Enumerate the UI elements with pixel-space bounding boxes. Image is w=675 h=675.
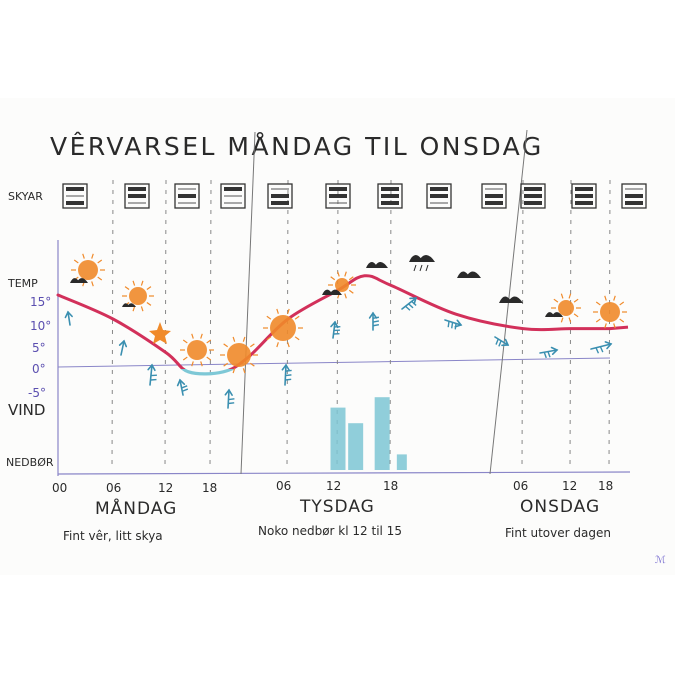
day-note-wednesday: Fint utover dagen xyxy=(505,526,611,540)
sun-icon xyxy=(593,295,627,329)
cloud-icon xyxy=(122,303,136,307)
wind-arrow-icon xyxy=(176,378,189,396)
grid-mon-12 xyxy=(164,179,167,471)
cloud-cover-box xyxy=(426,183,452,209)
grid-wed-12 xyxy=(569,179,572,471)
precip-bar xyxy=(330,407,346,470)
wind-arrow-icon xyxy=(64,310,73,326)
cloud-cover-box xyxy=(174,183,200,209)
temp-line-above-zero xyxy=(56,274,612,369)
wind-arrow-icon xyxy=(147,363,157,386)
sun-icon xyxy=(180,333,214,367)
sun-icon xyxy=(220,336,258,374)
wind-arrow-icon xyxy=(494,336,510,347)
wind-arrow-icon xyxy=(368,311,380,331)
wind-arrow-icon xyxy=(330,320,341,339)
row-label-skyar: SKYAR xyxy=(8,190,43,203)
cloud-cover-box xyxy=(481,183,507,209)
temp-tick-minus5: -5° xyxy=(28,386,46,400)
day-divider-tuesday xyxy=(240,131,256,475)
precip-bar xyxy=(374,397,390,470)
hour-tick-tue-12: 12 xyxy=(326,479,341,493)
cloud-cover-box xyxy=(520,183,546,209)
grid-mon-06 xyxy=(111,179,114,471)
hour-tick-tue-18: 18 xyxy=(383,479,398,493)
grid-tue-06 xyxy=(286,179,289,471)
hour-tick-mon-18: 18 xyxy=(202,481,217,495)
grid-tue-18 xyxy=(389,179,392,471)
row-label-temp: TEMP xyxy=(7,277,38,290)
precip-bar xyxy=(348,423,364,470)
grid-wed-18 xyxy=(608,179,611,471)
hour-tick-mon-06: 06 xyxy=(106,481,121,495)
temp-tick-15: 15° xyxy=(30,295,51,309)
sun-icon xyxy=(263,308,303,348)
chart-title: VÊRVARSEL MÅNDAG TIL ONSDAG xyxy=(50,132,544,161)
cloud-cover-box xyxy=(220,183,246,209)
sun-icon xyxy=(149,322,171,344)
grid-mon-18 xyxy=(209,179,212,471)
hour-tick-tue-06: 06 xyxy=(276,479,291,493)
grid-wed-06 xyxy=(521,179,524,471)
cloud-cover-box xyxy=(571,183,597,209)
wind-arrow-icon xyxy=(118,339,128,356)
precip-bar xyxy=(396,454,407,470)
wind-arrow-icon xyxy=(444,319,463,330)
wind-arrow-icon xyxy=(224,388,235,409)
day-note-monday: Fint vêr, litt skya xyxy=(63,529,163,543)
cloud-cover-box xyxy=(325,183,351,209)
cloud-cover-row xyxy=(62,183,647,209)
temp-tick-5: 5° xyxy=(32,341,46,355)
signature-mark: ℳ xyxy=(655,555,666,566)
wind-arrow-icon xyxy=(590,341,613,354)
hour-tick-mon-00: 00 xyxy=(52,481,67,495)
day-name-tuesday: TYSDAG xyxy=(299,497,375,517)
hour-tick-wed-06: 06 xyxy=(513,479,528,493)
paper-sheet xyxy=(0,98,675,575)
zero-line xyxy=(57,357,611,368)
rain-cloud-icon xyxy=(409,254,435,272)
cloud-cover-box xyxy=(62,183,88,209)
cloud-icon xyxy=(499,296,523,303)
cloud-icon xyxy=(366,262,388,268)
temp-tick-0: 0° xyxy=(32,362,46,376)
cloud-cover-box xyxy=(267,183,293,209)
temp-tick-10: 10° xyxy=(30,319,51,333)
row-label-nedbor: NEDBØR xyxy=(6,456,54,469)
temp-line-tail xyxy=(609,325,629,331)
day-note-tuesday: Noko nedbør kl 12 til 15 xyxy=(258,524,402,538)
cloud-icon xyxy=(545,312,563,317)
cloud-cover-box xyxy=(621,183,647,209)
row-label-vind: VIND xyxy=(8,401,45,419)
x-axis xyxy=(57,471,631,475)
hour-tick-wed-12: 12 xyxy=(562,479,577,493)
temperature-curve xyxy=(56,274,629,376)
cloud-cover-box xyxy=(377,183,403,209)
hour-tick-mon-12: 12 xyxy=(158,481,173,495)
wind-arrow-icon xyxy=(539,346,559,359)
day-name-monday: MÅNDAG xyxy=(95,497,177,519)
sun-icon xyxy=(551,293,581,323)
day-name-wednesday: ONSDAG xyxy=(520,497,600,517)
hour-tick-wed-18: 18 xyxy=(598,479,613,493)
wind-arrow-icon xyxy=(401,297,418,311)
weather-symbols xyxy=(70,253,627,374)
cloud-icon xyxy=(457,271,481,278)
cloud-icon xyxy=(322,289,342,295)
cloud-icon xyxy=(70,278,88,283)
cloud-cover-box xyxy=(124,183,150,209)
wind-arrow-icon xyxy=(281,363,292,386)
precipitation-bars xyxy=(330,397,407,470)
sun-icon xyxy=(122,280,154,312)
wind-arrows xyxy=(64,297,613,409)
